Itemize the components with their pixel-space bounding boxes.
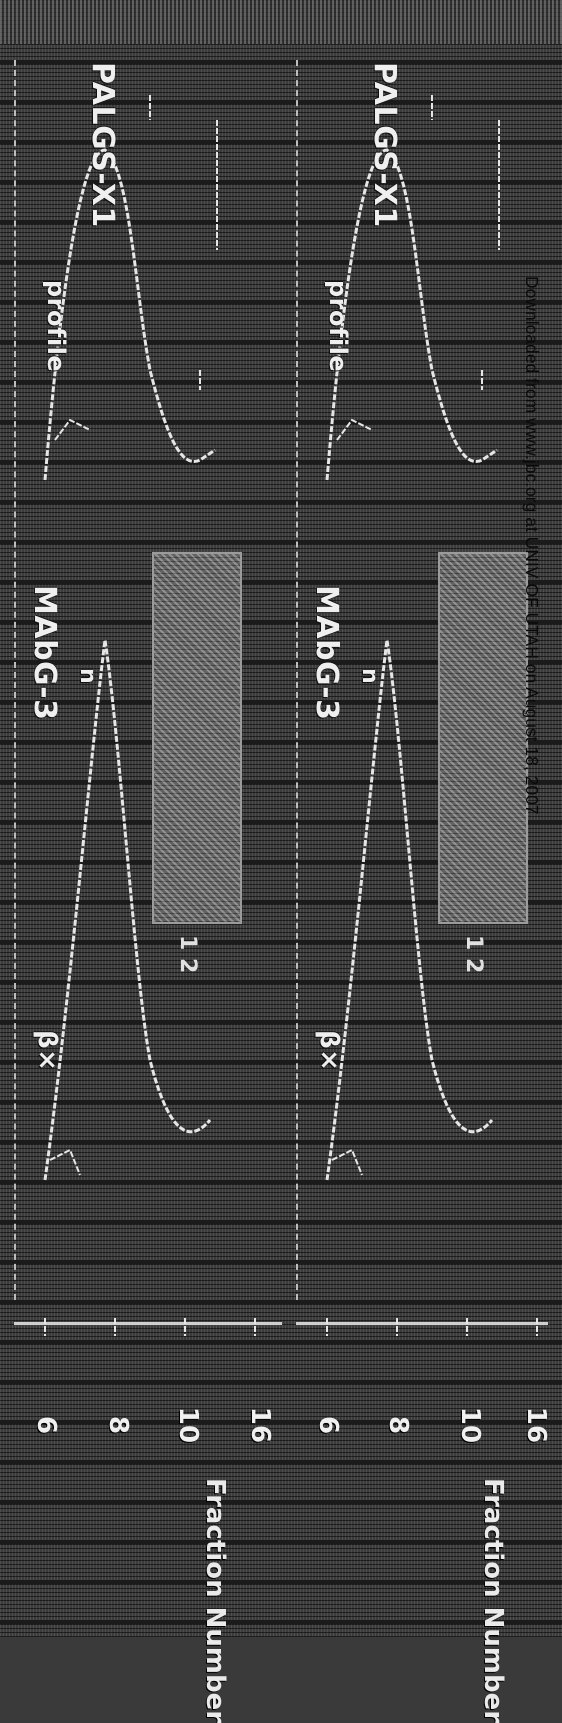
x-tick-left-2: 8 xyxy=(103,1415,133,1435)
scan-row-band xyxy=(0,1620,562,1624)
scan-row-band xyxy=(0,1260,562,1264)
scan-row-band xyxy=(0,180,562,184)
lower-label-left: β× xyxy=(32,1030,62,1072)
scan-row-band xyxy=(0,340,562,344)
scan-row-band xyxy=(0,380,562,384)
lower-trace-left xyxy=(43,639,212,1181)
scan-row-band xyxy=(0,740,562,744)
scan-row-band xyxy=(0,1100,562,1104)
download-watermark: Downloaded from www.jbc.org at UNIV OF U… xyxy=(522,276,542,815)
x-axis-label-right: Fraction Number xyxy=(478,1478,508,1723)
x-tick-left-4: 16 xyxy=(245,1406,275,1444)
scan-row-band xyxy=(0,260,562,264)
lower-label-right: β× xyxy=(314,1030,344,1072)
x-axis-right xyxy=(296,1322,548,1325)
gel-band-right xyxy=(438,552,528,924)
lower-minor-trace-left xyxy=(49,1148,81,1176)
scan-row-band xyxy=(0,1020,562,1024)
scan-row-band xyxy=(0,980,562,984)
gel-lanes-left: 1 2 xyxy=(175,935,200,974)
scan-row-band xyxy=(0,60,562,64)
profile-sublabel-left: profile xyxy=(42,280,70,373)
scan-row-band xyxy=(0,900,562,904)
gel-lanes-right: 1 2 xyxy=(461,935,486,974)
scan-row-band xyxy=(0,660,562,664)
lower-trace-right xyxy=(325,639,494,1181)
scan-row-band xyxy=(0,820,562,824)
scan-row-band xyxy=(0,460,562,464)
x-tick-right-1: 6 xyxy=(313,1415,343,1435)
gel-label-left: MAbG-3 xyxy=(27,585,62,721)
scan-row-band xyxy=(0,700,562,704)
profile-label-left: PALGS-X1 xyxy=(85,62,120,228)
profile-label-right: PALGS-X1 xyxy=(367,62,402,228)
x-tick-left-3: 10 xyxy=(173,1406,203,1444)
scan-row-band xyxy=(0,140,562,144)
scan-row-band xyxy=(0,1580,562,1584)
scan-row-band xyxy=(0,780,562,784)
scan-row-band xyxy=(0,860,562,864)
scan-row-band xyxy=(0,1540,562,1544)
gel-sublabel-right: n xyxy=(357,668,382,685)
scan-row-band xyxy=(0,940,562,944)
panel-frame-right xyxy=(296,60,298,1300)
scan-row-band xyxy=(0,580,562,584)
scan-row-band xyxy=(0,1420,562,1424)
upper-trace-left xyxy=(43,148,216,481)
gel-sublabel-left: n xyxy=(75,668,100,685)
scan-row-band xyxy=(0,620,562,624)
scan-row-band xyxy=(0,1380,562,1384)
gel-label-right: MAbG-3 xyxy=(309,585,344,721)
scan-row-band xyxy=(0,220,562,224)
x-tick-left-1: 6 xyxy=(31,1415,61,1435)
upper-minor-trace-right xyxy=(336,418,373,441)
x-tick-right-3: 10 xyxy=(455,1406,485,1444)
scan-row-band xyxy=(0,1340,562,1344)
scan-row-band xyxy=(0,1220,562,1224)
scan-row-band xyxy=(0,420,562,424)
profile-sublabel-right: profile xyxy=(324,280,352,373)
figure-traces xyxy=(43,95,538,1336)
panel-frame-left xyxy=(14,60,16,1300)
scan-row-band xyxy=(0,300,562,304)
scan-row-band xyxy=(0,100,562,104)
scan-row-band xyxy=(0,1500,562,1504)
scan-row-band xyxy=(0,540,562,544)
scan-row-band xyxy=(0,1060,562,1064)
upper-minor-trace-left xyxy=(54,418,91,441)
gel-band-left xyxy=(152,552,242,924)
lower-minor-trace-right xyxy=(331,1148,363,1176)
x-tick-right-2: 8 xyxy=(383,1415,413,1435)
scan-row-band xyxy=(0,500,562,504)
scan-row-band xyxy=(0,1460,562,1464)
scan-row-band xyxy=(0,1180,562,1184)
x-axis-label-left: Fraction Number xyxy=(200,1478,230,1723)
scan-row-band xyxy=(0,1300,562,1304)
header-strip xyxy=(0,0,562,44)
scan-row-band xyxy=(0,1140,562,1144)
x-tick-right-4: 16 xyxy=(521,1406,551,1444)
upper-trace-right xyxy=(325,148,498,481)
x-axis-left xyxy=(14,1322,282,1325)
